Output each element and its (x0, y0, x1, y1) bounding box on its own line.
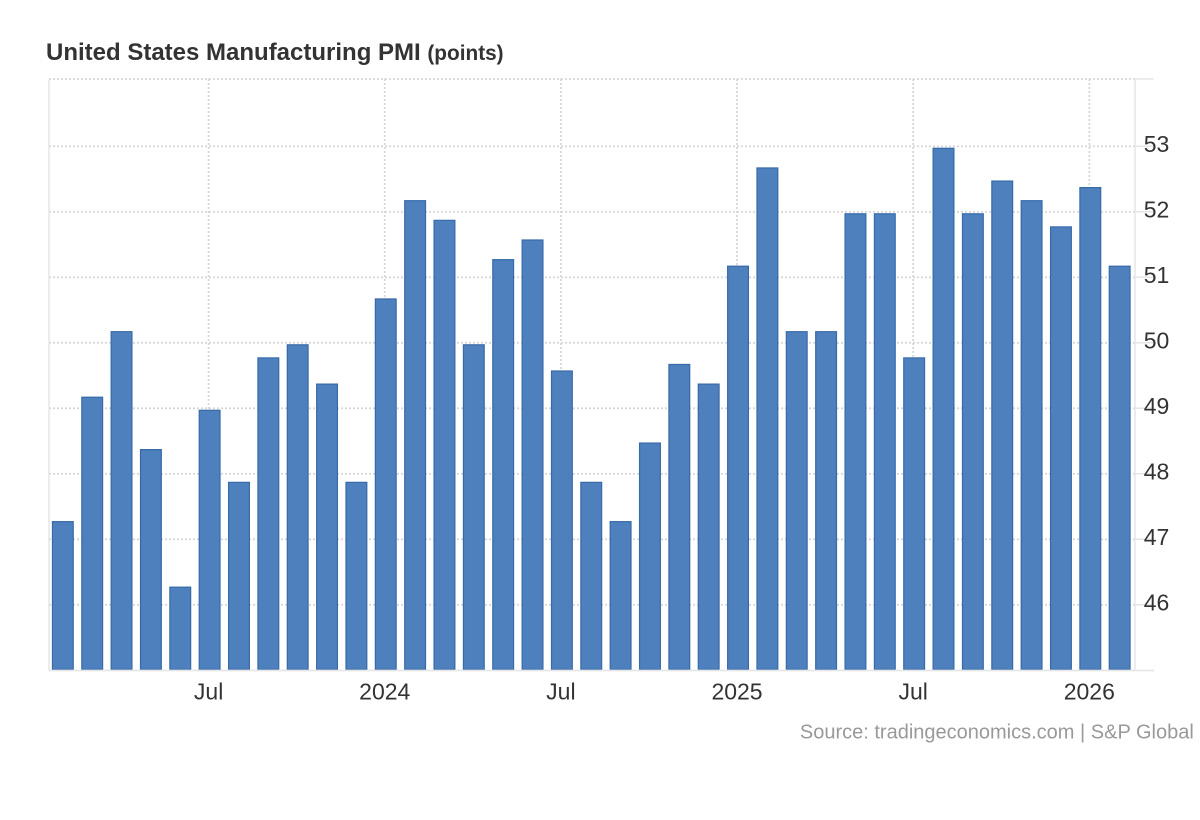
svg-text:2026: 2026 (1064, 679, 1115, 705)
svg-text:49: 49 (1144, 393, 1170, 419)
svg-text:51: 51 (1144, 262, 1170, 288)
svg-text:48: 48 (1144, 459, 1170, 485)
svg-text:Source: tradingeconomics.com |: Source: tradingeconomics.com | S&P Globa… (800, 722, 1194, 744)
svg-text:47: 47 (1144, 524, 1170, 550)
svg-text:2025: 2025 (711, 679, 762, 705)
svg-text:United States Manufacturing PM: United States Manufacturing PMI (points) (46, 39, 504, 66)
svg-text:53: 53 (1144, 131, 1170, 157)
svg-text:Jul: Jul (194, 679, 223, 705)
svg-text:46: 46 (1144, 590, 1170, 616)
svg-text:50: 50 (1144, 328, 1170, 354)
svg-text:Jul: Jul (546, 679, 575, 705)
svg-text:2024: 2024 (359, 679, 410, 705)
svg-text:Jul: Jul (898, 679, 927, 705)
svg-text:52: 52 (1144, 197, 1170, 223)
